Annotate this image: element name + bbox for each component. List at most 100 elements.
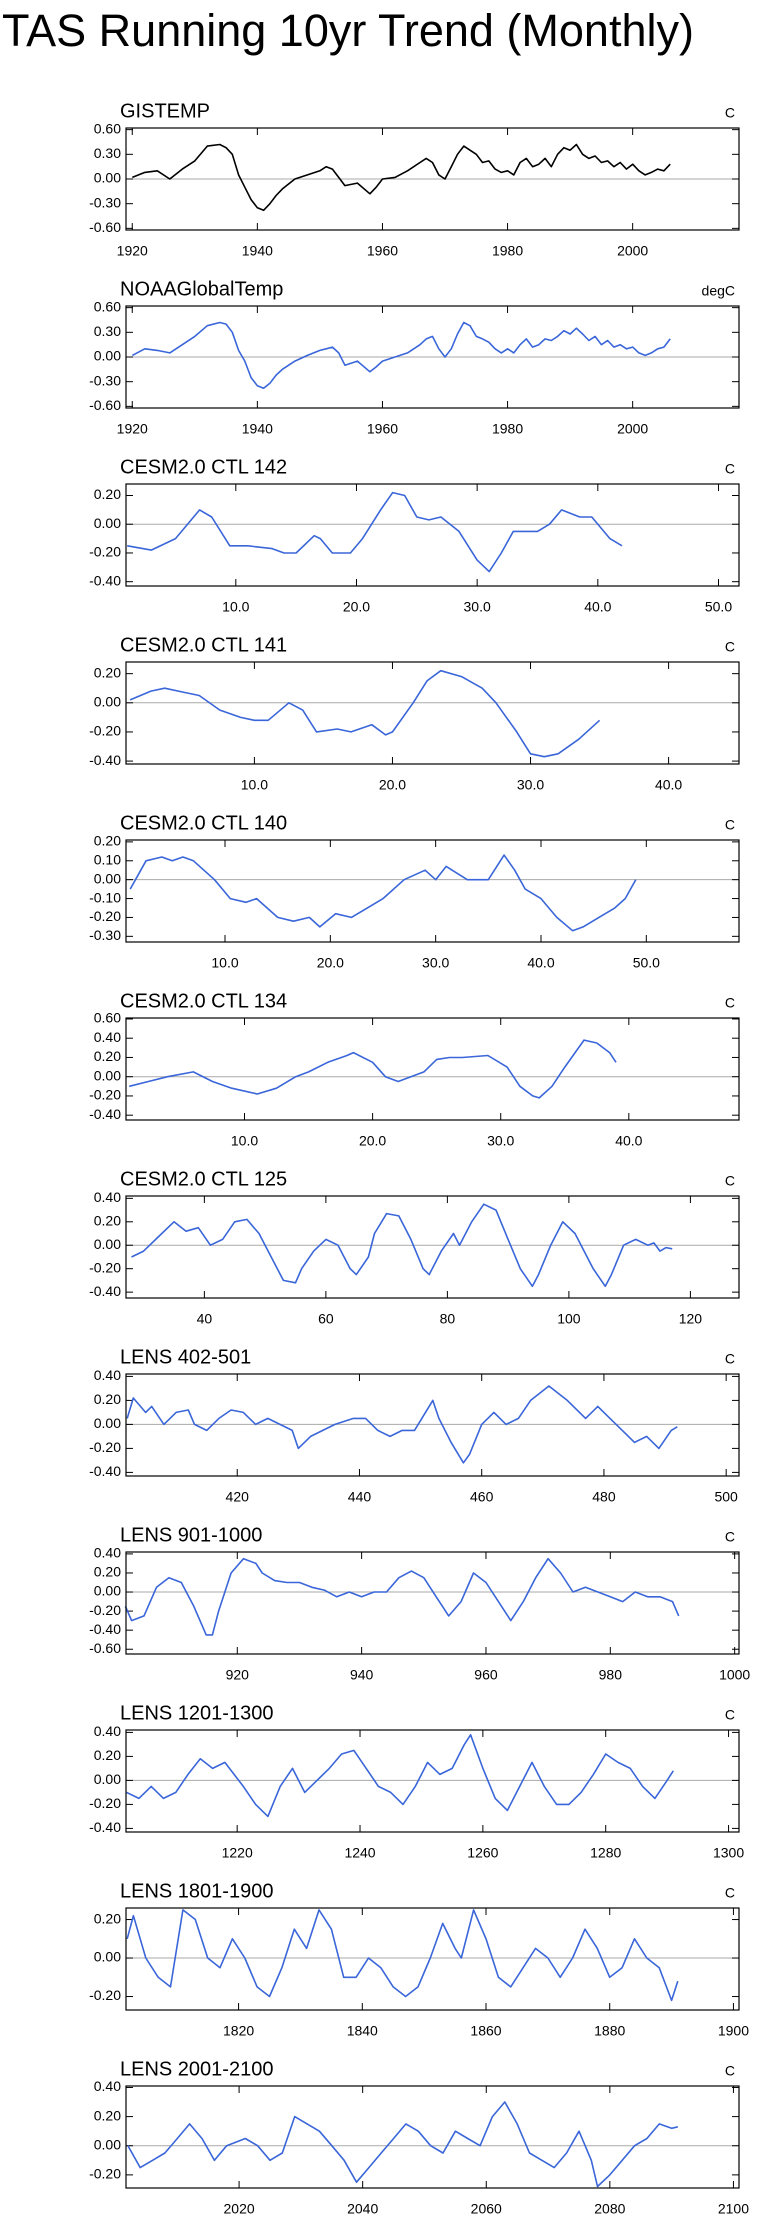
panel-title: LENS 901-1000	[120, 1524, 262, 1546]
x-tick-label: 920	[226, 1667, 250, 1683]
x-tick-label: 420	[226, 1489, 250, 1505]
x-tick-label: 50.0	[705, 599, 732, 615]
y-tick-label: 0.20	[94, 486, 121, 502]
y-tick-label: 0.10	[94, 851, 121, 867]
plot-frame	[125, 305, 740, 409]
data-line	[129, 669, 601, 758]
panel-title: NOAAGlobalTemp	[120, 278, 283, 300]
y-tick-label: 0.00	[94, 1771, 121, 1787]
panel-title: LENS 1201-1300	[120, 1702, 273, 1724]
y-tick-label: 0.00	[94, 170, 121, 186]
y-tick-label: -0.40	[89, 752, 121, 768]
plot-frame	[125, 661, 740, 765]
y-tick-label: -0.20	[89, 723, 121, 739]
x-tick-label: 30.0	[464, 599, 491, 615]
plot-frame	[125, 1373, 740, 1477]
y-tick-label: -0.40	[89, 572, 121, 588]
panel-title: GISTEMP	[120, 100, 210, 122]
y-tick-label: -0.20	[89, 544, 121, 560]
x-tick-label: 10.0	[211, 955, 238, 971]
plot-frame	[125, 2085, 740, 2189]
y-tick-label: 0.60	[94, 298, 121, 314]
x-tick-label: 10.0	[231, 1133, 258, 1149]
x-tick-label: 1880	[594, 2023, 625, 2039]
y-tick-label: 0.20	[94, 1212, 121, 1228]
x-tick-label: 20.0	[379, 777, 406, 793]
y-tick-label: 0.40	[94, 1545, 121, 1561]
panel-title: LENS 2001-2100	[120, 2058, 273, 2080]
x-tick-label: 40	[197, 1311, 213, 1327]
x-tick-label: 1280	[590, 1845, 621, 1861]
y-tick-label: -0.20	[89, 1439, 121, 1455]
y-tick-label: 0.00	[94, 2136, 121, 2152]
x-tick-label: 10.0	[222, 599, 249, 615]
x-tick-label: 440	[348, 1489, 372, 1505]
x-tick-label: 1940	[242, 421, 273, 437]
unit-label: C	[725, 1173, 735, 1189]
y-tick-label: 0.30	[94, 323, 121, 339]
unit-label: C	[725, 105, 735, 121]
y-tick-label: -0.40	[89, 1283, 121, 1299]
plot-frame	[125, 1017, 740, 1121]
x-tick-label: 30.0	[487, 1133, 514, 1149]
y-tick-label: -0.20	[89, 2166, 121, 2182]
y-tick-label: -0.40	[89, 1819, 121, 1835]
unit-label: C	[725, 817, 735, 833]
plot-frame	[125, 1907, 740, 2011]
y-tick-label: 0.60	[94, 1010, 121, 1026]
unit-label: C	[725, 461, 735, 477]
panel-title: CESM2.0 CTL 140	[120, 812, 287, 834]
x-tick-label: 2000	[617, 243, 648, 259]
y-tick-label: -0.10	[89, 889, 121, 905]
unit-label: degC	[702, 283, 735, 299]
figure-title: TAS Running 10yr Trend (Monthly)	[2, 5, 694, 56]
unit-label: C	[725, 995, 735, 1011]
y-tick-label: -0.30	[89, 372, 121, 388]
y-tick-label: -0.30	[89, 194, 121, 210]
y-tick-label: 0.40	[94, 1367, 121, 1383]
x-tick-label: 1860	[470, 2023, 501, 2039]
y-tick-label: 0.20	[94, 833, 121, 849]
data-line	[131, 321, 671, 390]
y-tick-label: -0.20	[89, 1087, 121, 1103]
y-tick-label: 0.40	[94, 1723, 121, 1739]
unit-label: C	[725, 1351, 735, 1367]
y-tick-label: 0.20	[94, 1564, 121, 1580]
panel-title: CESM2.0 CTL 142	[120, 456, 287, 478]
data-line	[127, 491, 623, 573]
panel-title: LENS 1801-1900	[120, 1880, 273, 1902]
x-tick-label: 1940	[242, 243, 273, 259]
x-tick-label: 1240	[344, 1845, 375, 1861]
x-tick-label: 80	[440, 1311, 456, 1327]
y-tick-label: -0.30	[89, 927, 121, 943]
unit-label: C	[725, 1707, 735, 1723]
x-tick-label: 460	[470, 1489, 494, 1505]
unit-label: C	[725, 1885, 735, 1901]
plot-frame	[125, 127, 740, 231]
plot-frame	[125, 1551, 740, 1655]
x-tick-label: 120	[679, 1311, 703, 1327]
plot-frame	[125, 1195, 740, 1299]
panel-title: LENS 402-501	[120, 1346, 251, 1368]
x-tick-label: 1920	[117, 421, 148, 437]
x-tick-label: 10.0	[241, 777, 268, 793]
y-tick-label: 0.20	[94, 2107, 121, 2123]
x-tick-label: 1000	[719, 1667, 750, 1683]
x-tick-label: 1980	[492, 243, 523, 259]
y-tick-label: 0.00	[94, 1583, 121, 1599]
unit-label: C	[725, 639, 735, 655]
x-tick-label: 2040	[347, 2201, 378, 2217]
x-tick-label: 30.0	[517, 777, 544, 793]
x-tick-label: 960	[474, 1667, 498, 1683]
panel-title: CESM2.0 CTL 125	[120, 1168, 287, 1190]
y-tick-label: -0.20	[89, 1259, 121, 1275]
x-tick-label: 940	[350, 1667, 374, 1683]
x-tick-label: 1980	[492, 421, 523, 437]
x-tick-label: 20.0	[359, 1133, 386, 1149]
x-tick-label: 100	[557, 1311, 581, 1327]
y-tick-label: 0.00	[94, 1067, 121, 1083]
y-tick-label: 0.20	[94, 1747, 121, 1763]
plot-frame	[125, 839, 740, 943]
y-tick-label: 0.00	[94, 694, 121, 710]
